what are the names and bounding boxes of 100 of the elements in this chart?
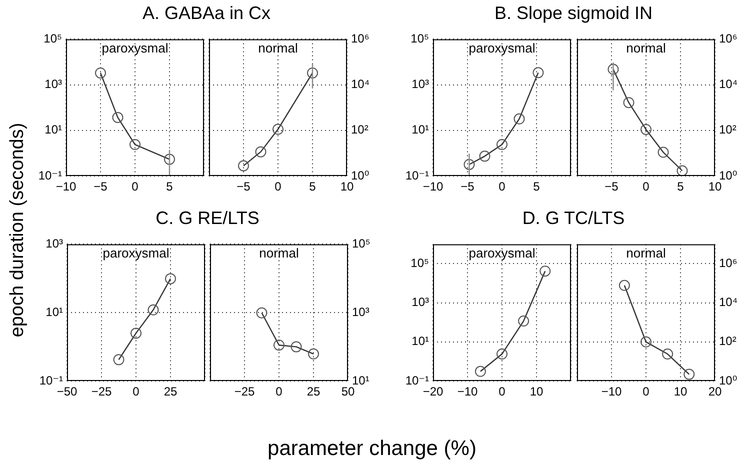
x-tick-label: −10 [56, 180, 76, 194]
point [618, 280, 630, 291]
y-tick-label: 10⁴ [719, 77, 738, 92]
point [164, 154, 175, 165]
y-tick-label: 10⁰ [719, 168, 738, 182]
point [532, 67, 544, 78]
chart-title: C. G RE/LTS [154, 208, 260, 229]
point [496, 348, 508, 360]
point [272, 124, 284, 135]
point [540, 266, 551, 277]
chart-subtitle: normal [626, 245, 666, 260]
point [608, 64, 619, 75]
chart-subtitle: paroxysmal [468, 40, 536, 56]
point [112, 112, 124, 123]
x-tick-label: 10 [530, 384, 544, 399]
point [658, 146, 669, 158]
x-tick-label: −50 [56, 384, 78, 399]
y-tick-label: 10⁻¹ [405, 373, 429, 388]
x-tick-label: −10 [601, 384, 622, 399]
y-tick-label: 10² [719, 122, 736, 137]
y-tick-label: 10³ [412, 295, 430, 310]
point [662, 348, 674, 360]
point [623, 97, 634, 108]
y-tick-label: 10¹ [412, 334, 430, 348]
x-tick-label: −25 [234, 384, 255, 399]
y-tick-label: 10⁻¹ [38, 168, 62, 182]
point [307, 67, 318, 78]
x-tick-label: −20 [422, 384, 444, 399]
x-tick-label: 5 [309, 180, 316, 194]
y-tick-label: 10⁴ [719, 295, 738, 310]
x-tick-label: 0 [274, 180, 282, 194]
y-tick-label: 10⁰ [719, 373, 738, 388]
chart-subtitle: paroxysmal [102, 245, 170, 260]
chart-subtitle: paroxysmal [102, 40, 168, 56]
point [464, 158, 475, 170]
point [113, 354, 124, 366]
y-tick-label: 10⁶ [351, 32, 370, 46]
point [95, 67, 106, 78]
x-tick-label: 25 [164, 384, 178, 399]
point [474, 366, 486, 377]
y-tick-label: 10⁴ [351, 77, 370, 92]
x-tick-label: 10 [340, 180, 354, 194]
chart-title: D. G TC/LTS [521, 208, 626, 229]
y-tick-label: 10⁵ [352, 236, 370, 251]
y-tick-label: 10³ [352, 304, 370, 319]
x-tick-label: 0 [132, 180, 139, 194]
x-tick-label: −5 [236, 180, 251, 194]
point [238, 160, 249, 172]
x-tick-label: 20 [708, 384, 722, 399]
x-tick-label: 0 [276, 384, 283, 399]
y-tick-label: 10⁵ [44, 32, 62, 46]
chart-subtitle: normal [259, 245, 299, 260]
y-tick-label: 10⁵ [410, 256, 430, 270]
y-tick-label: 10³ [44, 77, 62, 92]
point [148, 304, 159, 316]
x-tick-label: 5 [677, 180, 684, 194]
y-tick-label: 10² [351, 122, 368, 137]
x-tick-label: 0 [642, 180, 650, 194]
chart-subtitle: normal [258, 40, 298, 56]
point [274, 340, 284, 351]
x-tick-label: 10 [708, 180, 722, 194]
y-tick-label: 10⁶ [719, 32, 738, 46]
x-tick-label: 10 [674, 384, 688, 399]
x-tick-label: 0 [642, 384, 650, 399]
x-axis-title: parameter change (%) [266, 437, 478, 461]
y-tick-label: 10⁵ [410, 32, 430, 46]
x-tick-label: −25 [91, 384, 112, 399]
y-tick-label: 10¹ [46, 304, 64, 319]
y-tick-label: 10¹ [412, 122, 430, 137]
y-tick-label: 10⁶ [719, 256, 738, 270]
y-tick-label: 10¹ [44, 122, 62, 137]
x-tick-label: 5 [166, 180, 174, 194]
y-tick-label: 10⁻¹ [405, 168, 429, 182]
point [255, 146, 266, 158]
point [308, 348, 319, 360]
x-tick-label: 0 [498, 180, 506, 194]
point [165, 273, 176, 284]
y-tick-label: 10² [719, 334, 736, 348]
x-tick-label: −5 [604, 180, 619, 194]
x-tick-label: −5 [94, 180, 108, 194]
chart-title: B. Slope sigmoid IN [493, 3, 654, 24]
x-tick-label: 50 [341, 384, 355, 399]
point [518, 316, 530, 327]
x-tick-label: 25 [306, 384, 320, 399]
point [130, 139, 140, 150]
point [684, 368, 695, 380]
point [496, 139, 508, 150]
point [640, 124, 652, 135]
y-tick-label: 10³ [46, 236, 64, 251]
x-tick-label: −5 [460, 180, 475, 194]
point [290, 341, 302, 352]
point [479, 150, 490, 162]
x-tick-label: 5 [533, 180, 540, 194]
y-tick-label: 10⁰ [351, 168, 370, 182]
x-tick-label: −10 [422, 180, 444, 194]
point [514, 113, 525, 124]
point [130, 328, 142, 339]
y-tick-label: 10⁻¹ [39, 373, 63, 388]
chart-subtitle: paroxysmal [468, 245, 536, 260]
point [640, 336, 652, 348]
